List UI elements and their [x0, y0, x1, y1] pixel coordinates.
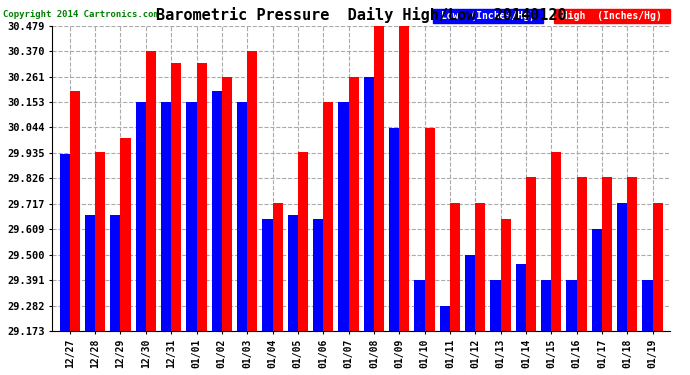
- Bar: [222, 77, 232, 375]
- Bar: [95, 152, 106, 375]
- Bar: [273, 203, 283, 375]
- Bar: [475, 203, 485, 375]
- Bar: [415, 280, 424, 375]
- Bar: [110, 215, 121, 375]
- Bar: [136, 102, 146, 375]
- Bar: [146, 51, 156, 375]
- Bar: [592, 229, 602, 375]
- Bar: [348, 77, 359, 375]
- Text: Copyright 2014 Cartronics.com: Copyright 2014 Cartronics.com: [3, 10, 159, 20]
- Bar: [262, 219, 273, 375]
- Title: Barometric Pressure  Daily High/Low  20140120: Barometric Pressure Daily High/Low 20140…: [156, 7, 566, 23]
- Bar: [500, 219, 511, 375]
- Bar: [338, 102, 348, 375]
- Bar: [526, 177, 536, 375]
- Bar: [85, 215, 95, 375]
- Bar: [653, 203, 663, 375]
- Bar: [212, 91, 222, 375]
- Bar: [516, 264, 526, 375]
- Bar: [440, 306, 450, 375]
- Bar: [171, 63, 181, 375]
- Text: Low  (Inches/Hg): Low (Inches/Hg): [435, 11, 541, 21]
- Bar: [374, 25, 384, 375]
- Bar: [541, 280, 551, 375]
- Bar: [602, 177, 612, 375]
- Bar: [237, 102, 247, 375]
- Bar: [186, 102, 197, 375]
- Bar: [551, 152, 562, 375]
- Bar: [197, 63, 206, 375]
- Bar: [642, 280, 653, 375]
- Bar: [400, 25, 409, 375]
- Bar: [465, 255, 475, 375]
- Bar: [364, 77, 374, 375]
- Bar: [323, 102, 333, 375]
- Bar: [288, 215, 298, 375]
- Bar: [617, 203, 627, 375]
- Bar: [566, 280, 577, 375]
- Bar: [627, 177, 638, 375]
- Text: High  (Inches/Hg): High (Inches/Hg): [556, 11, 668, 21]
- Bar: [247, 51, 257, 375]
- Bar: [577, 177, 586, 375]
- Bar: [491, 280, 500, 375]
- Bar: [60, 154, 70, 375]
- Bar: [313, 219, 323, 375]
- Bar: [121, 138, 130, 375]
- Bar: [450, 203, 460, 375]
- Bar: [70, 91, 80, 375]
- Bar: [389, 128, 400, 375]
- Bar: [298, 152, 308, 375]
- Bar: [424, 128, 435, 375]
- Bar: [161, 102, 171, 375]
